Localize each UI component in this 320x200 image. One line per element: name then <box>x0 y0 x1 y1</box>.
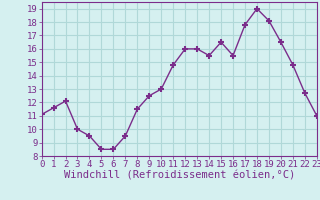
X-axis label: Windchill (Refroidissement éolien,°C): Windchill (Refroidissement éolien,°C) <box>64 171 295 181</box>
